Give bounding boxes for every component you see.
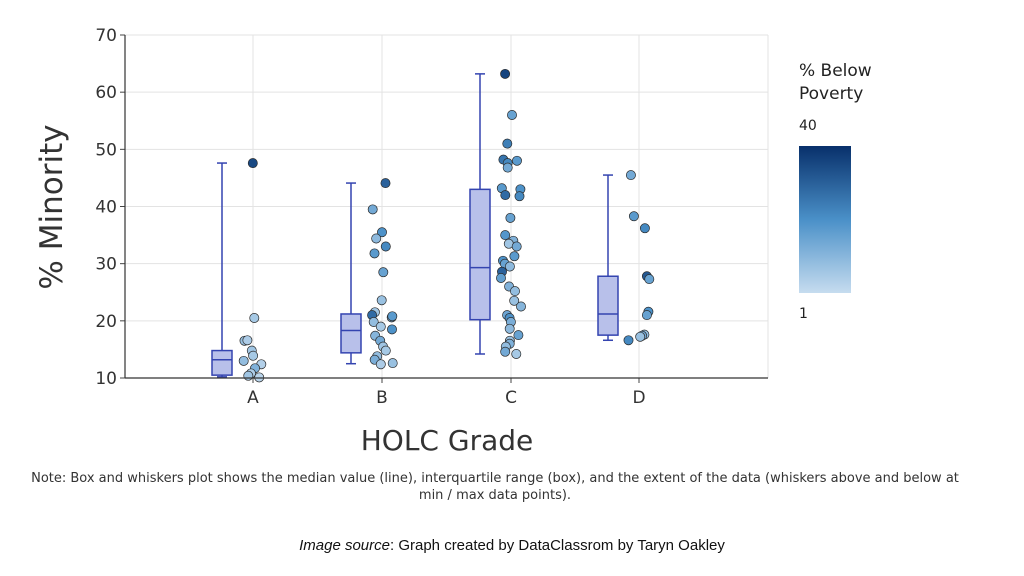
y-tick-label: 70 bbox=[95, 26, 117, 46]
legend-min-label: 1 bbox=[799, 306, 808, 322]
data-point bbox=[367, 204, 378, 215]
data-point bbox=[505, 212, 516, 223]
data-point bbox=[387, 358, 398, 369]
data-point bbox=[378, 267, 389, 278]
data-point bbox=[514, 191, 525, 202]
data-point bbox=[375, 359, 386, 370]
box-iqr bbox=[340, 313, 362, 354]
color-legend: % Below Poverty 40 1 bbox=[799, 61, 872, 322]
x-axis-title: HOLC Grade bbox=[361, 424, 534, 457]
data-point bbox=[502, 162, 513, 173]
data-point bbox=[376, 295, 387, 306]
box-layer bbox=[211, 73, 619, 378]
data-point bbox=[511, 241, 522, 252]
box-D bbox=[597, 174, 619, 342]
data-point bbox=[510, 286, 520, 297]
data-point bbox=[380, 345, 391, 356]
data-point bbox=[500, 68, 511, 79]
x-tick-label: D bbox=[632, 388, 645, 408]
legend-title-line1: % Below bbox=[799, 61, 872, 81]
data-point bbox=[504, 261, 515, 272]
data-point bbox=[516, 301, 526, 312]
data-point bbox=[504, 323, 515, 334]
data-point bbox=[635, 331, 646, 342]
legend-max-label: 40 bbox=[799, 118, 817, 134]
data-point bbox=[639, 223, 650, 234]
data-point bbox=[387, 311, 398, 322]
y-tick-label: 20 bbox=[95, 312, 117, 332]
data-point bbox=[375, 321, 386, 332]
data-point bbox=[369, 248, 380, 259]
data-point bbox=[247, 158, 258, 169]
data-point bbox=[623, 335, 634, 346]
data-point bbox=[502, 138, 513, 149]
axes: 10 20 30 40 50 60 70 A B C D bbox=[95, 26, 768, 408]
data-point bbox=[242, 335, 253, 346]
data-point bbox=[513, 330, 524, 341]
box-C bbox=[469, 73, 491, 355]
data-point bbox=[644, 274, 655, 285]
data-point bbox=[625, 170, 636, 181]
data-point bbox=[509, 251, 520, 262]
data-point bbox=[377, 227, 387, 238]
data-point bbox=[509, 295, 520, 306]
box-iqr bbox=[469, 188, 491, 321]
x-tick-label: C bbox=[505, 388, 517, 408]
data-point bbox=[500, 190, 511, 201]
box-iqr bbox=[211, 349, 233, 376]
y-axis-title: % Minority bbox=[34, 124, 70, 289]
x-tick-label: A bbox=[247, 388, 259, 408]
y-tick-label: 30 bbox=[95, 255, 117, 275]
data-point bbox=[641, 310, 652, 321]
chart: 10 20 30 40 50 60 70 A B C D HOLC Grade % Minority… bbox=[34, 26, 872, 457]
data-point bbox=[380, 241, 391, 252]
box-iqr bbox=[597, 275, 619, 336]
y-tick-label: 50 bbox=[95, 140, 117, 160]
box-A bbox=[211, 162, 233, 378]
data-point bbox=[371, 233, 382, 244]
data-point bbox=[628, 211, 639, 222]
chart-note: Note: Box and whiskers plot shows the me… bbox=[31, 471, 959, 503]
data-point bbox=[238, 355, 249, 366]
data-point bbox=[500, 230, 511, 241]
data-point bbox=[243, 370, 254, 381]
data-point bbox=[512, 155, 522, 166]
data-point bbox=[496, 273, 506, 283]
x-tick-label: B bbox=[376, 388, 388, 408]
data-point bbox=[511, 349, 522, 359]
legend-colorbar bbox=[799, 146, 851, 293]
data-point bbox=[249, 313, 260, 323]
data-point bbox=[507, 110, 517, 120]
image-source: Image source: Graph created by DataClass… bbox=[0, 537, 1024, 554]
image-source-label: Image source bbox=[299, 537, 390, 554]
y-tick-label: 10 bbox=[95, 369, 117, 389]
data-point bbox=[368, 317, 379, 327]
data-point bbox=[387, 324, 397, 335]
data-point bbox=[380, 178, 391, 189]
y-tick-label: 40 bbox=[95, 198, 117, 218]
data-point bbox=[248, 350, 259, 361]
data-point bbox=[500, 346, 511, 357]
point-layer bbox=[238, 68, 655, 383]
box-B bbox=[340, 182, 362, 365]
y-tick-label: 60 bbox=[95, 83, 117, 103]
grid bbox=[125, 34, 769, 379]
image-source-text: : Graph created by DataClassrom by Taryn… bbox=[390, 537, 725, 554]
legend-title-line2: Poverty bbox=[799, 84, 863, 104]
